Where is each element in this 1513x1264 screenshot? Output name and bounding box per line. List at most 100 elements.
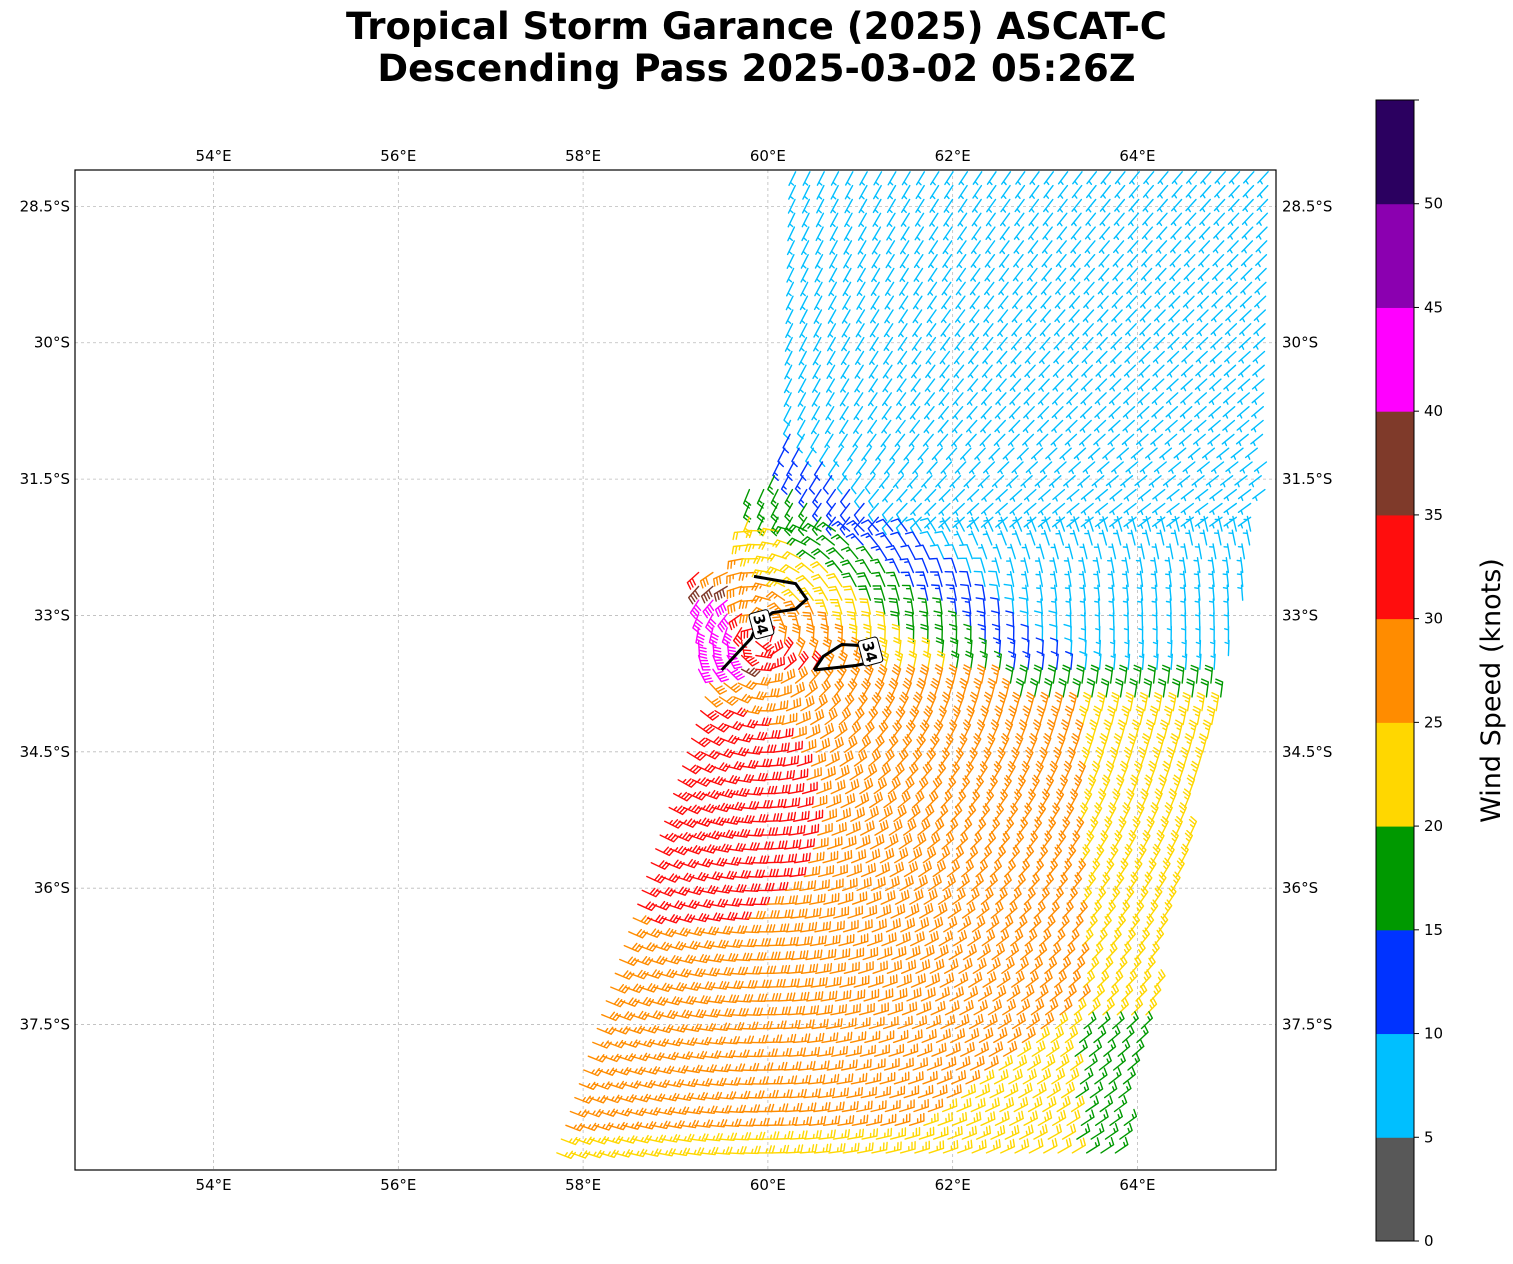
colorbar-tick-label: 20 (1424, 817, 1443, 835)
wind-barb (616, 1053, 636, 1062)
wind-barb (872, 734, 885, 753)
wind-barb (1241, 240, 1254, 254)
wind-barb (624, 983, 645, 994)
wind-barb (1000, 1138, 1016, 1154)
wind-barb (791, 447, 800, 468)
wind-barb (869, 791, 883, 809)
wind-barb (742, 1145, 761, 1155)
wind-barb (628, 969, 649, 980)
wind-barb (1111, 969, 1124, 988)
wind-barb (981, 392, 993, 406)
wind-barb (788, 824, 806, 836)
wind-barb (961, 901, 976, 919)
wind-barb (942, 226, 953, 241)
wind-barb (932, 597, 943, 615)
wind-barb (1049, 557, 1058, 574)
wind-barb (976, 610, 986, 629)
wind-barb (882, 392, 892, 407)
wind-barb (880, 433, 891, 448)
wind-barb (874, 677, 885, 698)
wind-barb (753, 555, 773, 565)
wind-barb (945, 584, 957, 601)
wind-barb (1083, 788, 1093, 809)
wind-barb (953, 530, 964, 546)
wind-barb (1028, 1138, 1044, 1154)
wind-barb (713, 1146, 733, 1155)
wind-barb (925, 747, 936, 767)
wind-barb (1100, 913, 1112, 933)
wind-barb (1018, 597, 1029, 615)
wind-barb (1199, 184, 1212, 199)
wind-barb (956, 254, 967, 269)
colorbar-tick-label: 5 (1424, 1128, 1434, 1146)
wind-barb (1009, 886, 1022, 905)
wind-barb (1123, 843, 1133, 864)
wind-barb (841, 336, 851, 352)
wind-barb (958, 557, 972, 574)
wind-barb (898, 309, 908, 324)
wind-barb (875, 1127, 893, 1140)
wind-barb (1120, 760, 1129, 781)
chart-title-line1: Tropical Storm Garance (2025) ASCAT-C (346, 5, 1167, 48)
wind-barb (767, 757, 786, 767)
wind-barb (741, 842, 760, 851)
wind-barb (993, 1069, 1009, 1085)
wind-barb (1154, 281, 1167, 295)
wind-barb (1016, 774, 1026, 795)
wind-barb (856, 877, 872, 892)
wind-barb (1096, 461, 1110, 474)
wind-barb (751, 1117, 770, 1127)
wind-barb (885, 875, 900, 892)
wind-barb (881, 705, 892, 726)
wind-barb (972, 171, 983, 186)
wind-barb (1003, 583, 1015, 601)
wind-barb (812, 364, 821, 380)
wind-barb (1033, 900, 1046, 919)
wind-barb (1043, 171, 1054, 186)
wind-barb (839, 419, 849, 435)
wind-barb (1119, 664, 1128, 684)
wind-barb (881, 502, 894, 522)
wind-barb (884, 833, 899, 850)
wind-barb (1103, 1039, 1117, 1057)
wind-barb (928, 874, 942, 892)
wind-barb (1180, 543, 1188, 560)
wind-barb (579, 1122, 600, 1132)
wind-barb (1023, 488, 1037, 502)
wind-barb (614, 970, 635, 980)
wind-barb (623, 942, 644, 953)
wind-barb (995, 502, 1008, 516)
wind-barb (1214, 678, 1224, 698)
wind-barb (596, 1026, 617, 1035)
wind-barb (1210, 639, 1216, 657)
wind-barb (954, 309, 966, 324)
wind-barb (1190, 760, 1200, 781)
wind-barb (1057, 198, 1068, 213)
wind-barb (980, 516, 994, 530)
wind-barb (930, 775, 943, 795)
wind-barb (1079, 1067, 1094, 1085)
wind-barb (943, 198, 954, 213)
wind-barb (704, 912, 724, 922)
wind-barb (1041, 830, 1053, 850)
wind-barb (985, 212, 996, 227)
wind-barb (944, 958, 959, 974)
wind-barb (755, 1103, 775, 1113)
wind-barb (1080, 516, 1094, 529)
colorbar-tick-label: 10 (1424, 1025, 1443, 1043)
wind-barb (945, 1042, 961, 1057)
wind-barb (896, 392, 907, 407)
wind-barb (1123, 1108, 1138, 1126)
wind-barb (935, 1028, 951, 1044)
wind-barb (971, 226, 982, 241)
wind-barb (867, 974, 884, 988)
wind-barb (1070, 226, 1082, 241)
wind-barb (921, 475, 933, 489)
wind-barb (1066, 392, 1079, 406)
wind-barb (826, 488, 836, 509)
wind-barb (1108, 543, 1117, 560)
wind-barb (901, 733, 913, 753)
wind-barb (697, 1064, 717, 1073)
wind-barb (661, 914, 681, 924)
wind-barb (1093, 570, 1101, 588)
